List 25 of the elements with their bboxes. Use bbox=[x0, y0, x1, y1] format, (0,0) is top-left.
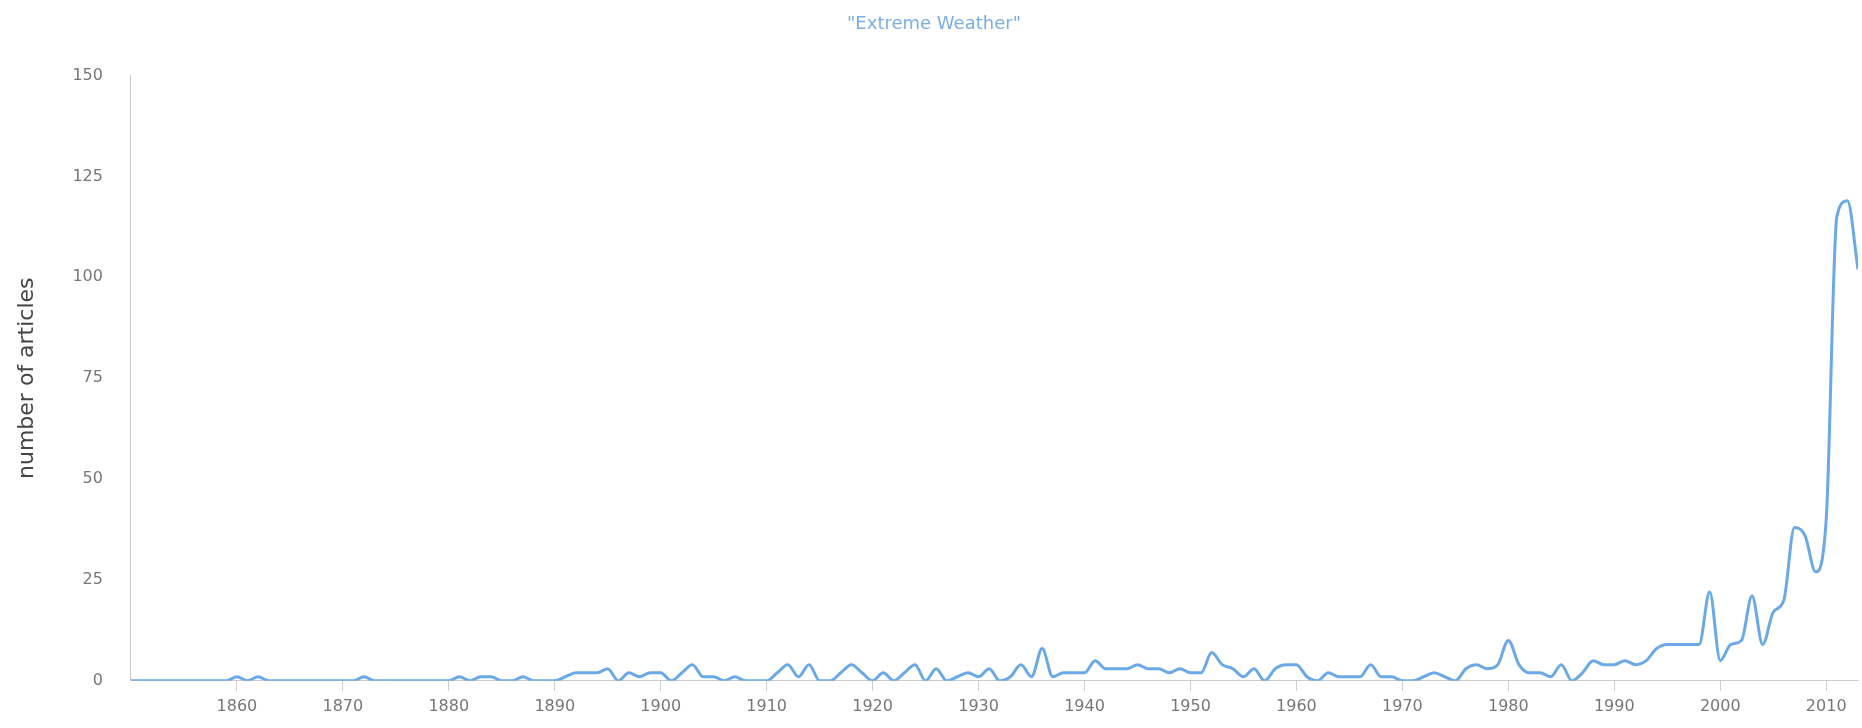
y-tick-label: 25 bbox=[82, 569, 103, 589]
x-tick-label: 1980 bbox=[1487, 695, 1529, 715]
x-tick-label: 1970 bbox=[1382, 695, 1423, 715]
y-tick-label: 75 bbox=[82, 367, 103, 387]
y-axis-title: number of articles bbox=[12, 277, 38, 479]
x-tick-label: 2000 bbox=[1699, 695, 1741, 715]
x-tick-label: 1870 bbox=[322, 695, 364, 715]
y-tick-label: 0 bbox=[92, 669, 103, 689]
x-tick-label: 1940 bbox=[1064, 695, 1105, 715]
x-tick-label: 1990 bbox=[1593, 695, 1635, 715]
x-tick-label: 1900 bbox=[640, 695, 682, 715]
x-tick-label: 1920 bbox=[852, 695, 893, 715]
y-tick-label: 125 bbox=[72, 165, 103, 185]
x-tick-label: 1930 bbox=[958, 695, 999, 715]
x-tick-label: 1880 bbox=[428, 695, 470, 715]
x-tick-label: 1960 bbox=[1276, 695, 1317, 715]
x-tick-label: 1910 bbox=[746, 695, 788, 715]
y-tick-label: 150 bbox=[72, 64, 103, 84]
y-tick-label: 100 bbox=[72, 266, 103, 286]
x-tick-label: 1950 bbox=[1170, 695, 1211, 715]
chart-title: "Extreme Weather" bbox=[847, 12, 1021, 34]
x-tick-label: 2010 bbox=[1805, 695, 1847, 715]
y-tick-label: 50 bbox=[82, 468, 103, 488]
x-tick-label: 1890 bbox=[534, 695, 576, 715]
x-tick-label: 1860 bbox=[216, 695, 258, 715]
